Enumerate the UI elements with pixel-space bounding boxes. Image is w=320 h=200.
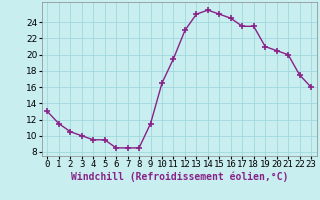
X-axis label: Windchill (Refroidissement éolien,°C): Windchill (Refroidissement éolien,°C) [70,172,288,182]
